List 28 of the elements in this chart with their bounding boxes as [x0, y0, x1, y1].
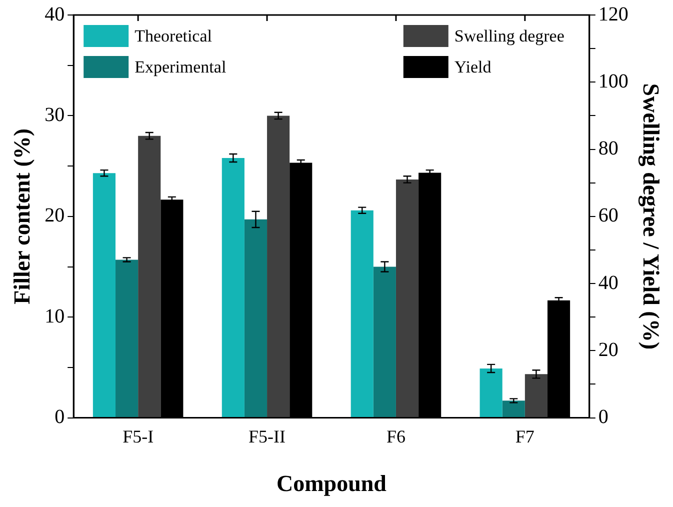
y-tick-label: 40 — [44, 3, 65, 26]
bar — [92, 173, 116, 418]
x-tick-label: F5-I — [122, 426, 154, 446]
y-tick-label: 0 — [54, 406, 65, 428]
legend-label: Experimental — [134, 57, 226, 76]
bar — [480, 368, 502, 418]
y2-tick-label: 0 — [598, 406, 608, 428]
y2-axis-title: Swelling degree / Yield (%) — [637, 83, 664, 350]
y2-tick-label: 120 — [598, 3, 628, 26]
legend-label: Theoretical — [134, 26, 212, 46]
y2-tick-label: 20 — [598, 338, 618, 361]
y-tick-label: 20 — [44, 204, 65, 227]
y2-tick-label: 80 — [598, 138, 618, 160]
y2-tick-label: 60 — [598, 204, 618, 227]
bar — [524, 374, 548, 418]
x-tick-label: F5-II — [248, 426, 286, 446]
bar — [222, 158, 244, 418]
y-tick-label: 30 — [44, 104, 65, 126]
y2-tick-label: 100 — [598, 70, 628, 92]
x-tick-label: F6 — [386, 426, 406, 446]
x-tick-label: F7 — [515, 426, 534, 446]
legend-label: Swelling degree — [454, 26, 564, 46]
x-axis-title: Compound — [276, 471, 387, 496]
y-axis-title: Filler content (%) — [10, 128, 35, 304]
y-tick-label: 10 — [44, 305, 65, 328]
y2-tick-label: 40 — [598, 272, 618, 294]
legend-label: Yield — [454, 57, 492, 76]
bar — [350, 210, 374, 418]
